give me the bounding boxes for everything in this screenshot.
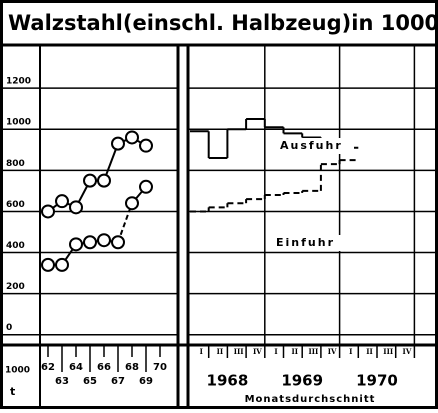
data-point xyxy=(139,138,153,153)
y-tick-label: 800 xyxy=(6,159,25,169)
x-tick-label: IV xyxy=(403,347,412,356)
x-tick-label: II xyxy=(291,347,298,356)
data-point xyxy=(69,200,83,215)
chart-title: Walzstahl(einschl. Halbzeug)in 1000 t xyxy=(8,11,438,35)
x-tick-label: III xyxy=(234,347,244,356)
data-point xyxy=(97,233,111,248)
x-tick-label: I xyxy=(349,347,352,356)
data-point xyxy=(97,173,111,188)
x-tick-label: 63 xyxy=(55,376,69,387)
x-tick-label: III xyxy=(383,347,393,356)
year-label: 1968 xyxy=(207,372,249,390)
data-point xyxy=(55,194,69,209)
data-point xyxy=(125,130,139,145)
x-tick-label: IV xyxy=(253,347,262,356)
year-label: 1970 xyxy=(356,372,398,390)
data-point xyxy=(83,173,97,188)
data-point xyxy=(125,196,139,211)
data-point xyxy=(41,204,55,219)
data-point xyxy=(111,136,125,151)
x-tick-label: 69 xyxy=(139,376,153,387)
y-tick-label: 400 xyxy=(6,241,25,251)
y-tick-label: 1000 xyxy=(6,118,31,128)
series-label: Einfuhr xyxy=(276,236,335,249)
legend-bg xyxy=(276,138,354,154)
x-tick-label: III xyxy=(309,347,319,356)
unit-label: 1000 xyxy=(5,366,30,376)
x-tick-label: 68 xyxy=(125,362,139,373)
y-tick-label: 200 xyxy=(6,282,25,292)
series-label: Ausfuhr xyxy=(280,139,343,152)
x-tick-label: 66 xyxy=(97,362,111,373)
x-tick-label: IV xyxy=(328,347,337,356)
x-tick-label: I xyxy=(200,347,203,356)
x-axis-label: Monatsdurchschnitt xyxy=(245,394,376,405)
year-label: 1969 xyxy=(281,372,323,390)
x-tick-label: 70 xyxy=(153,362,167,373)
data-point xyxy=(41,257,55,272)
y-tick-label: 0 xyxy=(6,323,12,333)
x-tick-label: II xyxy=(217,347,224,356)
x-tick-label: 65 xyxy=(83,376,97,387)
data-point xyxy=(83,235,97,250)
x-tick-label: 64 xyxy=(69,362,83,373)
data-point xyxy=(55,257,69,272)
data-point xyxy=(111,235,125,250)
y-tick-label: 600 xyxy=(6,200,25,210)
y-tick-label: 1200 xyxy=(6,77,31,87)
legend-bg xyxy=(272,235,350,251)
unit-label: t xyxy=(10,385,15,398)
x-tick-label: 67 xyxy=(111,376,125,387)
x-tick-label: 62 xyxy=(41,362,55,373)
x-tick-label: II xyxy=(366,347,373,356)
x-tick-label: I xyxy=(274,347,277,356)
data-point xyxy=(139,179,153,194)
data-point xyxy=(69,237,83,252)
